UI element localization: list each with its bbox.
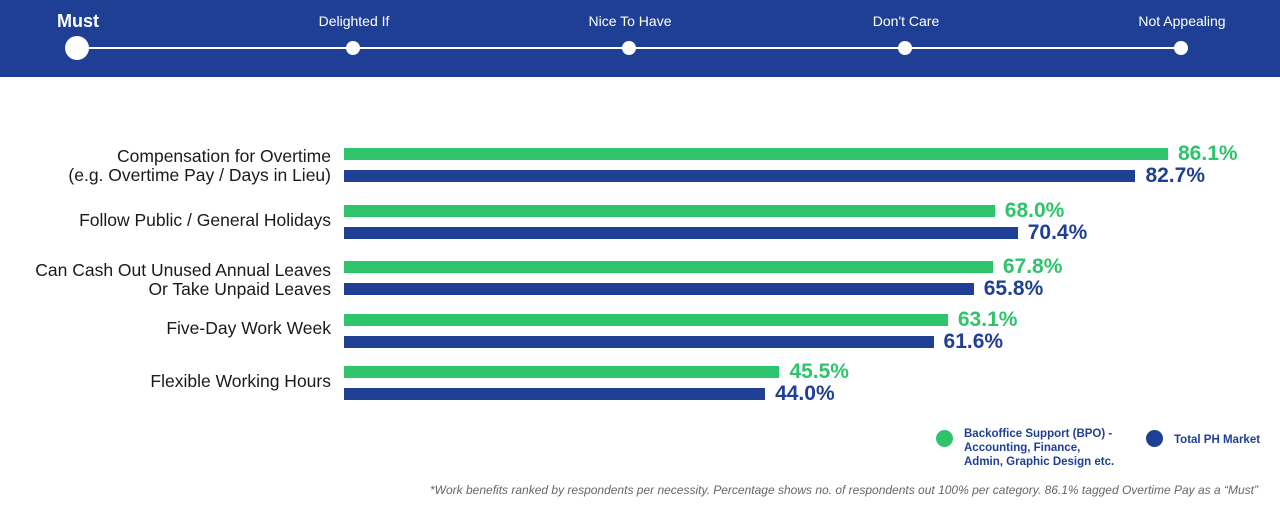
scale-step-dot-0 bbox=[65, 36, 89, 60]
value-label-bpo-1: 68.0% bbox=[1004, 199, 1065, 222]
value-label-bpo-2: 67.8% bbox=[1002, 255, 1063, 278]
bar-bpo-0 bbox=[344, 148, 1168, 160]
bar-total-1 bbox=[344, 227, 1018, 239]
value-label-bpo-3: 63.1% bbox=[957, 308, 1018, 331]
bar-total-3 bbox=[344, 336, 934, 348]
bar-bpo-3 bbox=[344, 314, 948, 326]
value-label-total-3: 61.6% bbox=[943, 330, 1004, 353]
bar-total-0 bbox=[344, 170, 1136, 182]
scale-step-dot-1 bbox=[346, 41, 360, 55]
value-label-total-2: 65.8% bbox=[983, 277, 1044, 300]
scale-step-label-2: Nice To Have bbox=[588, 13, 672, 29]
legend-bpo-label: Backoffice Support (BPO) - Accounting, F… bbox=[964, 428, 1115, 468]
value-label-bpo-4: 45.5% bbox=[789, 360, 849, 383]
legend-total-dot bbox=[1146, 430, 1163, 447]
category-label-2: Can Cash Out Unused Annual Leaves Or Tak… bbox=[35, 260, 331, 299]
header-banner: Must Delighted If Nice To Have Don't Care No… bbox=[0, 0, 1280, 77]
scale-step-label-1: Delighted If bbox=[318, 13, 390, 29]
scale-step-dot-4 bbox=[1174, 41, 1188, 55]
bar-bpo-2 bbox=[344, 261, 993, 273]
scale-step-dot-3 bbox=[898, 41, 912, 55]
scale-step-label-0: Must bbox=[57, 11, 99, 31]
category-label-0: Compensation for Overtime (e.g. Overtime… bbox=[68, 146, 331, 185]
footnote: *Work benefits ranked by respondents per… bbox=[430, 483, 1258, 497]
legend-total-label: Total PH Market bbox=[1174, 434, 1261, 446]
value-label-total-0: 82.7% bbox=[1145, 164, 1205, 187]
legend-bpo-dot bbox=[936, 430, 953, 447]
bar-bpo-1 bbox=[344, 205, 995, 217]
bar-bpo-4 bbox=[344, 366, 780, 378]
scale-step-label-3: Don't Care bbox=[872, 13, 940, 29]
category-label-1: Follow Public / General Holidays bbox=[79, 210, 331, 230]
category-label-4: Flexible Working Hours bbox=[150, 371, 331, 391]
bar-total-2 bbox=[344, 283, 974, 295]
value-label-total-1: 70.4% bbox=[1027, 221, 1088, 244]
value-label-bpo-0: 86.1% bbox=[1178, 142, 1238, 165]
value-label-total-4: 44.0% bbox=[775, 382, 835, 405]
scale-step-dot-2 bbox=[622, 41, 636, 55]
bar-total-4 bbox=[344, 388, 766, 400]
category-label-3: Five-Day Work Week bbox=[166, 318, 331, 338]
scale-step-label-4: Not Appealing bbox=[1138, 13, 1226, 29]
